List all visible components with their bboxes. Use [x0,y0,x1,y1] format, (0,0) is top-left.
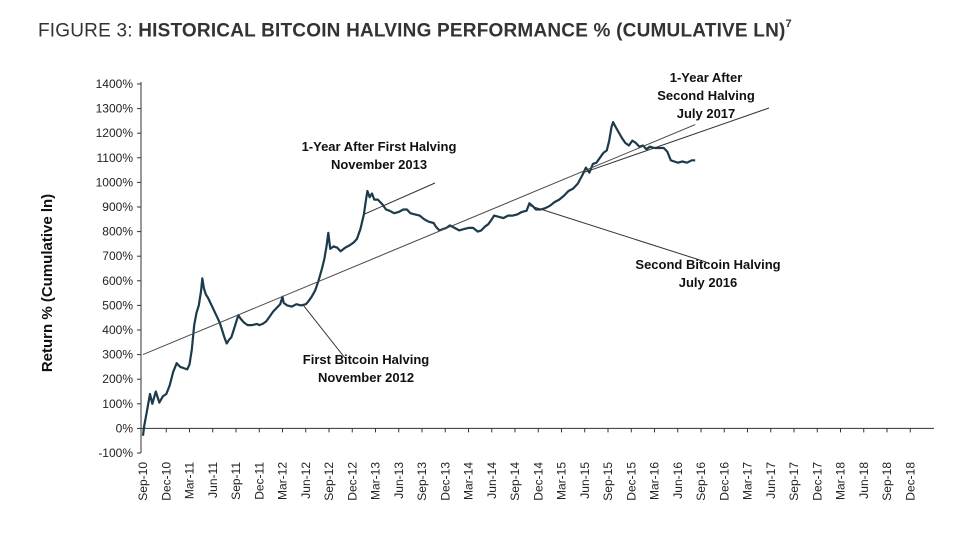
x-tick-label: Sep-16 [694,462,708,501]
y-tick-label: 1100% [97,151,134,165]
x-tick-label: Sep-11 [229,462,243,500]
y-tick-label: 0% [116,421,134,435]
annotation-label: July 2016 [679,275,738,290]
x-tick-label: Mar-14 [462,462,476,500]
x-tick-label: Jun-18 [857,462,871,499]
annotations-group: First Bitcoin Halving November 2012 1-Year… [302,70,781,385]
x-tick-label: Dec-12 [345,462,359,501]
annotation-label: First Bitcoin Halving [303,352,429,367]
x-tick-label: Mar-18 [834,462,848,500]
title-footnote-marker: 7 [785,18,792,30]
x-tick-label: Sep-10 [136,462,150,501]
x-tick-label: Mar-16 [648,462,662,500]
annotation-leader-line [301,303,346,359]
x-tick-label: Mar-13 [369,462,383,500]
x-tick-label: Jun-14 [485,462,499,499]
title-main: HISTORICAL BITCOIN HALVING PERFORMANCE %… [138,20,786,42]
x-tick-labels: Sep-10 Dec-10 Mar-11 Jun-11 Sep-11 Dec-11 Mar-… [136,428,917,501]
x-tick-label: Dec-10 [159,462,173,501]
y-tick-label: -100% [98,446,133,460]
x-tick-label: Jun-17 [764,462,778,499]
x-tick-label: Jun-15 [578,462,592,499]
annotation-leader-line [583,107,770,174]
x-tick-label: Dec-18 [903,462,917,501]
y-tick-label: 200% [102,372,133,386]
x-tick-label: Mar-12 [276,462,290,500]
y-tick-label: 1400% [96,77,134,91]
return-series-line [141,121,696,436]
annotation-label: Second Bitcoin Halving [635,257,780,272]
x-tick-label: Mar-11 [183,462,197,499]
x-tick-label: Dec-11 [252,462,266,500]
x-tick-label: Jun-16 [671,462,685,499]
y-tick-label: 700% [102,249,133,263]
series-group [141,121,696,436]
x-tick-label: Sep-18 [880,462,894,501]
chart-title: FIGURE 3: HISTORICAL BITCOIN HALVING PER… [38,18,792,42]
x-tick-label: Dec-15 [624,462,638,501]
y-tick-label: 1300% [96,102,134,116]
x-tick-label: Jun-11 [206,462,220,498]
x-tick-label: Dec-13 [438,462,452,501]
y-tick-label: 800% [102,225,133,239]
annotation-label: 1-Year After [670,70,743,85]
annotation-label: Second Halving [657,88,755,103]
y-tick-label: 300% [102,348,133,362]
y-tick-label: 100% [102,397,133,411]
annotation-leader-line [529,205,707,263]
trend-line [142,124,696,356]
x-tick-label: Sep-13 [415,462,429,501]
title-prefix: FIGURE 3: [38,20,139,42]
x-tick-label: Dec-14 [531,462,545,501]
y-tick-label: 1000% [96,175,134,189]
annotation-label: November 2012 [318,370,414,385]
annotation-label: July 2017 [677,106,736,121]
axes-group [140,82,934,453]
y-tick-label: 600% [102,274,133,288]
x-tick-label: Mar-15 [555,462,569,500]
x-tick-label: Dec-16 [717,462,731,501]
annotation-label: 1-Year After First Halving [302,139,457,154]
x-tick-label: Sep-14 [508,462,522,501]
y-tick-label: 500% [102,298,133,312]
y-tick-label: 1200% [96,126,134,140]
x-tick-label: Dec-17 [810,462,824,501]
y-tick-label: 400% [102,323,133,337]
x-tick-label: Sep-17 [787,462,801,501]
x-tick-label: Sep-12 [322,462,336,501]
annotation-label: November 2013 [331,157,427,172]
x-tick-label: Sep-15 [601,462,615,501]
y-tick-label: 900% [102,200,133,214]
annotation-leader-line [363,182,436,215]
x-tick-label: Mar-17 [741,462,755,500]
x-tick-label: Jun-12 [299,462,313,499]
y-axis-label: Return % (Cumulative ln) [39,194,56,372]
y-tick-labels: 1400% 1300% 1200% 1100% 1000% 900% 800% 700% 600… [96,77,141,460]
x-tick-label: Jun-13 [392,462,406,499]
